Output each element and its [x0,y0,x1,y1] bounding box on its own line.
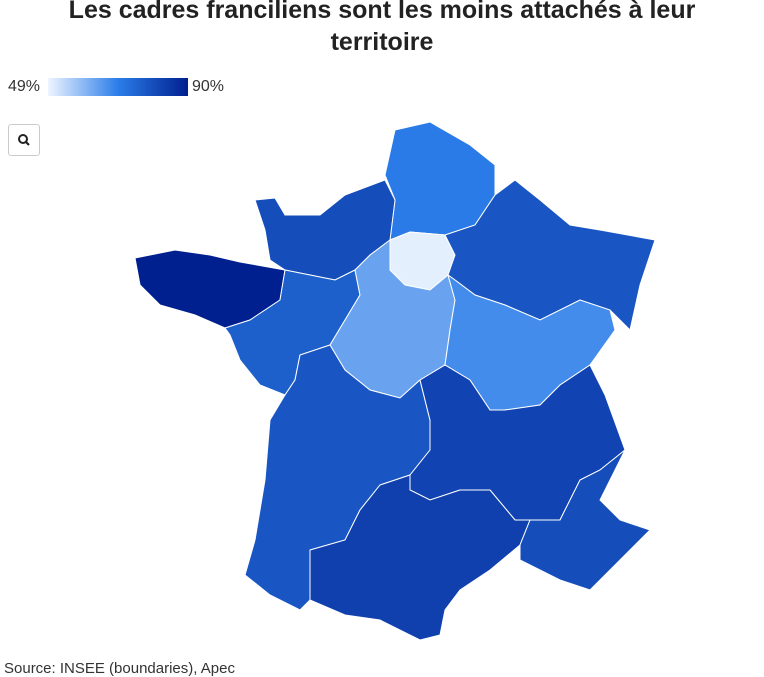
legend-gradient [48,78,188,96]
source: Source: INSEE (boundaries), Apec [4,660,235,677]
region[interactable] [309,474,531,641]
legend-max-label: 90% [192,78,225,95]
search-icon [18,134,30,146]
search-button[interactable] [8,124,40,156]
title-line-2: territoire [330,28,434,56]
legend-min-label: 49% [8,78,41,95]
title-line-1: Les cadres franciliens sont les moins at… [68,0,696,24]
map [134,121,656,641]
region[interactable] [519,449,651,591]
